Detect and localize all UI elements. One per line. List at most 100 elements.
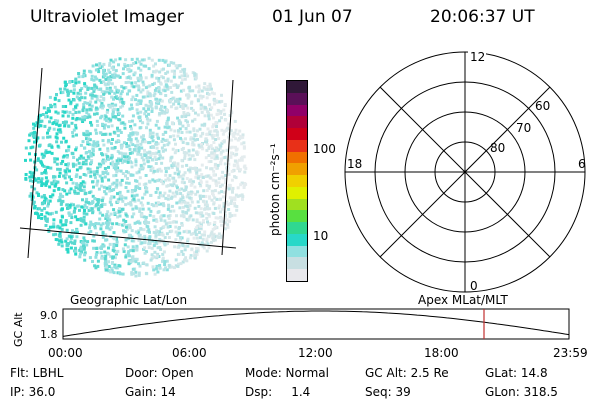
uv-pixel <box>35 121 39 125</box>
uv-pixel <box>144 76 148 80</box>
uv-pixel <box>228 212 232 216</box>
uv-pixel <box>74 79 78 83</box>
uv-pixel <box>106 216 110 220</box>
uv-pixel <box>98 174 102 178</box>
uv-pixel <box>143 246 147 250</box>
uv-pixel <box>126 160 130 164</box>
lat-label-80: 80 <box>490 141 505 155</box>
uv-pixel <box>208 222 212 225</box>
uv-pixel <box>46 204 50 208</box>
uv-pixel <box>184 188 188 192</box>
uv-pixel <box>205 166 208 170</box>
uv-pixel <box>185 130 189 134</box>
uv-pixel <box>183 74 187 78</box>
uv-pixel <box>69 221 73 225</box>
uv-pixel <box>167 205 171 209</box>
uv-pixel <box>225 148 229 152</box>
uv-pixel <box>193 94 197 98</box>
uv-pixel <box>103 132 107 136</box>
uv-pixel <box>190 143 194 147</box>
uv-pixel <box>119 151 123 155</box>
uv-pixel <box>78 185 82 189</box>
uv-pixel <box>202 86 206 90</box>
uv-pixel <box>144 153 148 157</box>
uv-pixel <box>180 180 184 184</box>
uv-pixel <box>160 140 164 143</box>
uv-pixel <box>205 96 209 100</box>
uv-pixel <box>119 158 122 162</box>
uv-pixel <box>167 125 171 129</box>
uv-pixel <box>196 99 200 103</box>
uv-pixel <box>235 208 239 212</box>
uv-pixel <box>139 73 142 77</box>
uv-pixel <box>149 153 153 157</box>
uv-pixel <box>148 92 152 96</box>
uv-pixel <box>67 234 71 238</box>
uv-pixel <box>135 108 139 112</box>
uv-pixel <box>181 244 185 248</box>
uv-pixel <box>75 228 79 232</box>
uv-pixel <box>162 180 165 184</box>
uv-pixel <box>104 192 108 196</box>
uv-pixel <box>157 255 161 258</box>
uv-pixel <box>103 190 107 194</box>
uv-pixel <box>103 74 107 78</box>
uv-pixel <box>80 241 84 245</box>
polar-mlt-grid: 12 0 18 6 60 70 80 <box>344 50 586 293</box>
uv-pixel <box>121 100 125 104</box>
uv-pixel <box>92 78 96 82</box>
uv-pixel <box>158 98 162 102</box>
uv-pixel <box>39 124 43 128</box>
uv-pixel <box>176 116 180 120</box>
uv-pixel <box>146 225 150 229</box>
uv-pixel <box>81 180 85 184</box>
uv-pixel <box>155 204 159 208</box>
uv-pixel <box>81 219 85 223</box>
uv-pixel <box>104 159 108 163</box>
uv-pixel <box>223 227 227 231</box>
uv-pixel <box>74 81 78 85</box>
uv-pixel <box>186 239 190 243</box>
instrument-title: Ultraviolet Imager <box>30 7 184 27</box>
uv-pixel <box>206 220 209 224</box>
uv-pixel <box>142 83 146 87</box>
uv-pixel <box>121 272 125 276</box>
uv-pixel <box>150 246 154 250</box>
uv-pixel <box>82 156 86 160</box>
uv-pixel <box>196 247 200 251</box>
uv-pixel <box>101 222 105 226</box>
uv-pixel <box>95 77 99 81</box>
uv-pixel <box>146 90 150 94</box>
uv-pixel <box>110 226 114 230</box>
uv-pixel <box>98 99 102 103</box>
uv-pixel <box>173 72 176 76</box>
uv-pixel <box>164 178 168 182</box>
uv-pixel <box>89 70 93 74</box>
uv-pixel <box>217 206 221 210</box>
uv-pixel <box>98 64 101 68</box>
uv-pixel <box>114 162 118 166</box>
uv-pixel <box>61 215 64 219</box>
uv-pixel <box>185 177 189 180</box>
uv-pixel <box>91 143 95 147</box>
uv-pixel <box>147 207 151 211</box>
uv-pixel <box>131 114 135 118</box>
uv-pixel <box>161 156 165 160</box>
uv-pixel <box>212 212 216 215</box>
uv-pixel <box>165 268 169 272</box>
uv-pixel <box>113 91 117 95</box>
uv-pixel <box>144 174 148 177</box>
uv-pixel <box>230 214 234 218</box>
uv-pixel <box>203 114 207 118</box>
uv-pixel <box>104 72 108 76</box>
uv-pixel <box>169 183 173 187</box>
uv-pixel <box>125 142 128 146</box>
uv-pixel <box>120 90 124 94</box>
uv-pixel <box>197 205 201 208</box>
uv-pixel <box>152 169 156 173</box>
uv-pixel <box>215 184 219 187</box>
uv-pixel <box>134 81 138 85</box>
uv-pixel <box>135 57 139 61</box>
uv-pixel <box>116 169 120 172</box>
uv-pixel <box>137 146 141 149</box>
